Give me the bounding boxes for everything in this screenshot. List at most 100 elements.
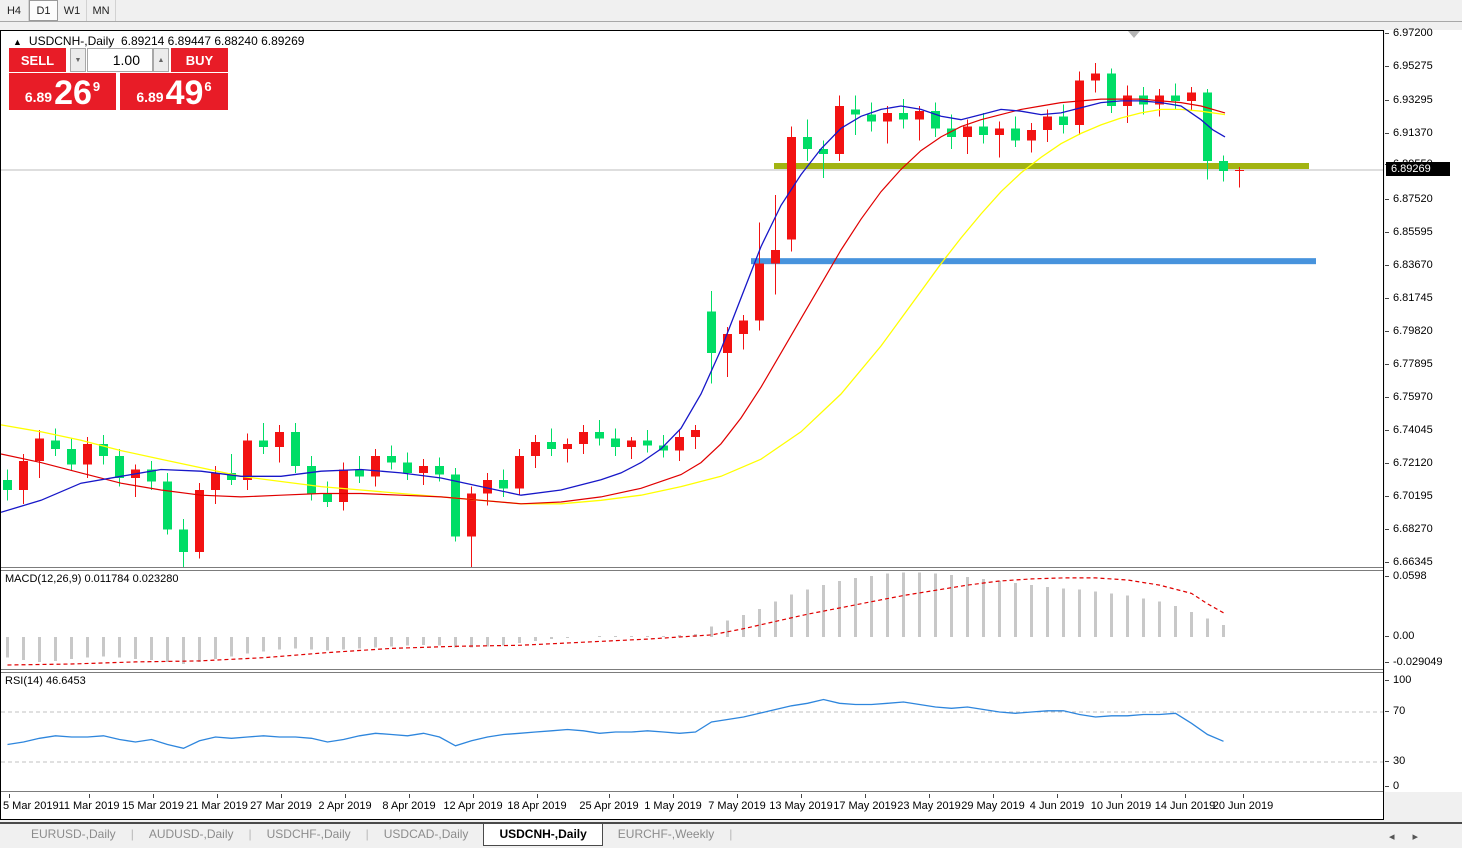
date-label: 12 Apr 2019 <box>443 800 503 812</box>
axis-tick <box>1385 100 1389 101</box>
date-label: 8 Apr 2019 <box>382 800 436 812</box>
pane-separator[interactable] <box>1 567 1383 571</box>
axis-tick <box>1385 397 1389 398</box>
axis-tick <box>1385 636 1389 637</box>
sell-price-main: 26 <box>54 74 92 112</box>
date-label: 4 Jun 2019 <box>1029 800 1085 812</box>
volume-input[interactable] <box>87 48 153 72</box>
chart-title: ▲ USDCNH-,Daily 6.89214 6.89447 6.88240 6… <box>13 34 304 48</box>
date-tick <box>673 794 674 798</box>
axis-tick <box>1385 786 1389 787</box>
timeframe-button-h4[interactable]: H4 <box>0 0 29 21</box>
volume-increase-button[interactable]: ▲ <box>153 48 169 72</box>
date-axis[interactable]: 5 Mar 2019 11 Mar 2019 15 Mar 2019 21 Mar 2… <box>1 794 1383 819</box>
timeframe-toolbar: H4 D1 W1 MN <box>0 0 1462 22</box>
axis-tick <box>1385 576 1389 577</box>
date-tick <box>865 794 866 798</box>
tab-usdcnh[interactable]: USDCNH-,Daily <box>483 824 603 846</box>
buy-button[interactable]: BUY <box>171 48 228 72</box>
date-tick <box>993 794 994 798</box>
rsi-pane[interactable]: RSI(14) 46.6453 <box>1 673 1383 791</box>
date-label: 14 Jun 2019 <box>1154 800 1216 812</box>
rsi-axis-label: 70 <box>1393 705 1406 717</box>
buy-quote-panel[interactable]: 6.89 49 6 <box>120 73 228 110</box>
rsi-label: RSI(14) 46.6453 <box>5 675 86 687</box>
date-label: 10 Jun 2019 <box>1090 800 1152 812</box>
timeframe-button-w1[interactable]: W1 <box>58 0 87 21</box>
date-label: 21 Mar 2019 <box>186 800 248 812</box>
tab-scroll-arrows[interactable]: ◂▸ <box>1388 831 1436 843</box>
price-axis-label: 6.85595 <box>1393 226 1433 238</box>
date-label: 5 Mar 2019 <box>3 800 59 812</box>
date-tick <box>473 794 474 798</box>
date-tick <box>9 794 10 798</box>
axis-tick <box>1385 711 1389 712</box>
date-label: 23 May 2019 <box>897 800 961 812</box>
tab-eurusd[interactable]: EURUSD-,Daily <box>31 827 116 841</box>
price-axis-label: 6.74045 <box>1393 424 1433 436</box>
tab-separator: | <box>130 827 134 841</box>
price-axis-label: 6.87520 <box>1393 193 1433 205</box>
sell-price-pip: 9 <box>92 79 101 94</box>
date-tick <box>929 794 930 798</box>
price-axis-label: 6.77895 <box>1393 358 1433 370</box>
volume-decrease-button[interactable]: ▼ <box>70 48 86 72</box>
tab-usdcad[interactable]: USDCAD-,Daily <box>383 827 469 841</box>
axis-tick <box>1385 33 1389 34</box>
tab-audusd[interactable]: AUDUSD-,Daily <box>148 827 234 841</box>
sell-button[interactable]: SELL <box>9 48 66 72</box>
axis-tick <box>1385 364 1389 365</box>
tab-usdchf[interactable]: USDCHF-,Daily <box>266 827 351 841</box>
macd-canvas <box>6 572 1225 666</box>
date-label: 18 Apr 2019 <box>507 800 567 812</box>
axis-tick <box>1385 562 1389 563</box>
macd-pane[interactable]: MACD(12,26,9) 0.011784 0.023280 <box>1 571 1383 669</box>
price-axis-label: 6.79820 <box>1393 325 1433 337</box>
axis-tick <box>1385 463 1389 464</box>
date-tick <box>537 794 538 798</box>
date-tick <box>153 794 154 798</box>
tab-separator: | <box>365 827 369 841</box>
chart-shift-marker-icon[interactable] <box>1128 31 1140 38</box>
date-label: 17 May 2019 <box>833 800 897 812</box>
price-axis-label: 6.72120 <box>1393 457 1433 469</box>
pane-separator[interactable] <box>1 669 1383 673</box>
title-ohlc-values: 6.89214 6.89447 6.88240 6.89269 <box>120 34 305 48</box>
price-chart-canvas <box>1 63 1383 567</box>
date-tick <box>89 794 90 798</box>
rsi-axis-label: 0 <box>1393 780 1400 792</box>
price-axis-label: 6.70195 <box>1393 490 1433 502</box>
price-axis-label: 6.75970 <box>1393 391 1433 403</box>
date-tick <box>281 794 282 798</box>
price-axis-column[interactable]: 6.972006.952756.932956.913706.895506.875… <box>1385 27 1462 792</box>
price-axis-label: 6.68270 <box>1393 523 1433 535</box>
symbol-title: USDCNH-,Daily <box>28 34 115 48</box>
price-axis-label: 6.95275 <box>1393 60 1433 72</box>
macd-histogram <box>6 572 1225 664</box>
date-tick <box>609 794 610 798</box>
price-pane[interactable]: ▲ USDCNH-,Daily 6.89214 6.89447 6.88240 6… <box>1 31 1383 567</box>
axis-tick <box>1385 66 1389 67</box>
date-label: 1 May 2019 <box>644 800 702 812</box>
sell-quote-panel[interactable]: 6.89 26 9 <box>9 73 116 110</box>
buy-price-prefix: 6.89 <box>136 89 164 105</box>
sell-price-prefix: 6.89 <box>24 89 53 105</box>
rsi-canvas <box>1 698 1383 763</box>
date-tick <box>1121 794 1122 798</box>
price-axis-label: 6.66345 <box>1393 556 1433 568</box>
price-axis-label: 6.81745 <box>1393 292 1433 304</box>
timeframe-button-d1[interactable]: D1 <box>29 0 58 21</box>
macd-axis-label: -0.029049 <box>1393 656 1443 668</box>
date-tick <box>1185 794 1186 798</box>
candles <box>3 63 1244 567</box>
tab-eurchf[interactable]: EURCHF-,Weekly <box>617 827 715 841</box>
collapse-triangle-icon[interactable]: ▲ <box>13 37 22 47</box>
date-label: 13 May 2019 <box>769 800 833 812</box>
tab-separator: | <box>248 827 252 841</box>
macd-label: MACD(12,26,9) 0.011784 0.023280 <box>5 573 179 585</box>
date-tick <box>1243 794 1244 798</box>
timeframe-button-mn[interactable]: MN <box>87 0 116 21</box>
price-axis-label: 6.91370 <box>1393 127 1433 139</box>
date-tick <box>1057 794 1058 798</box>
